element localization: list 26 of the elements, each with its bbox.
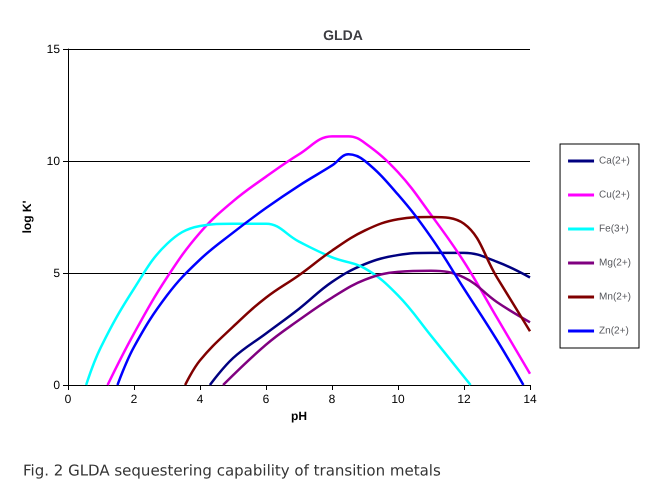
line-series [184, 216, 532, 386]
y-tick-label: 10 [46, 154, 60, 168]
x-axis-title: pH [291, 408, 307, 423]
line-series [222, 270, 532, 386]
legend-label: Cu(2+) [599, 190, 630, 200]
x-tick-label: 4 [196, 392, 204, 406]
y-tick-label: 5 [53, 266, 60, 280]
caption: Fig. 2 GLDA sequestering capability of transition metals [23, 462, 441, 480]
x-tick-label: 8 [328, 392, 336, 406]
x-tick-label: 12 [457, 392, 471, 406]
line-series [84, 222, 472, 386]
x-tick-label: 6 [262, 392, 270, 406]
chart-title: GLDA [323, 27, 363, 43]
legend-label: Fe(3+) [599, 224, 629, 234]
x-tick-label: 14 [523, 392, 537, 406]
y-axis-title: log K' [20, 200, 34, 234]
y-tick-label: 15 [46, 42, 60, 56]
x-tick-label: 10 [391, 392, 405, 406]
legend-label: Zn(2+) [599, 326, 629, 336]
legend-label: Ca(2+) [599, 156, 630, 166]
y-tick-label: 0 [53, 378, 60, 392]
x-tick-label: 0 [64, 392, 72, 406]
line-series [208, 252, 532, 386]
legend-label: Mg(2+) [599, 258, 631, 268]
x-tick-label: 2 [130, 392, 138, 406]
legend-label: Mn(2+) [599, 292, 631, 302]
